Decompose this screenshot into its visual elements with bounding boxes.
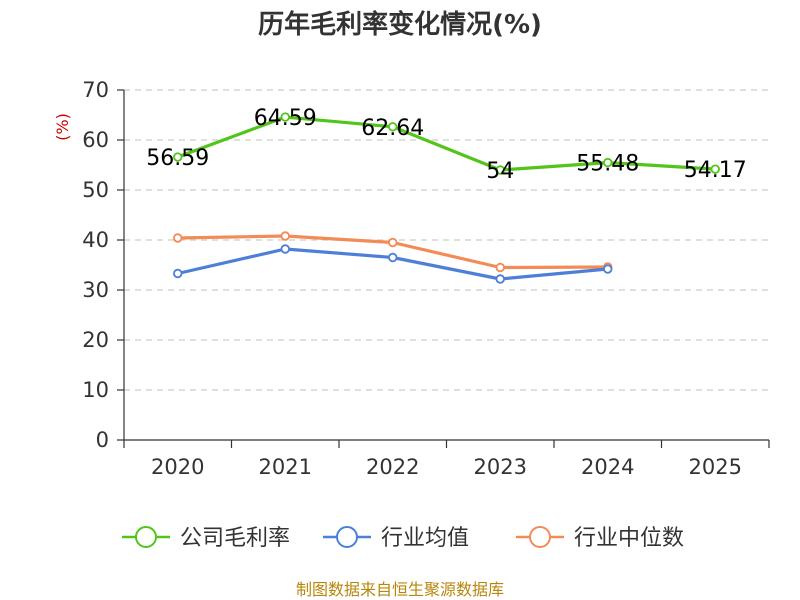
data-point-2 bbox=[173, 233, 183, 243]
x-tick-label: 2024 bbox=[581, 455, 634, 479]
data-point-1 bbox=[388, 252, 398, 263]
data-labels: 56.59 64.59 62.64 54 55.48 54.17 bbox=[146, 106, 746, 184]
legend-item-2: 行业中位数 bbox=[516, 526, 684, 551]
legend-marker-icon bbox=[336, 526, 358, 548]
x-tick-label: 2023 bbox=[474, 455, 527, 479]
series-1 bbox=[173, 244, 613, 284]
y-tick-label: 60 bbox=[82, 128, 109, 152]
legend-label: 行业中位数 bbox=[574, 526, 684, 551]
legend-marker-icon bbox=[135, 526, 157, 548]
data-label: 64.59 bbox=[254, 106, 317, 131]
x-tick-label: 2020 bbox=[151, 455, 204, 479]
legend-item-1: 行业均值 bbox=[323, 526, 469, 551]
data-point-0 bbox=[388, 122, 398, 132]
data-label: 56.59 bbox=[146, 146, 209, 171]
data-label: 54.17 bbox=[684, 158, 747, 183]
data-label: 55.48 bbox=[576, 152, 639, 177]
y-tick-label: 30 bbox=[82, 278, 109, 302]
series-0 bbox=[173, 112, 720, 175]
y-tick-label: 20 bbox=[82, 328, 109, 352]
data-point-0 bbox=[495, 165, 505, 175]
chart-title: 历年毛利率变化情况(%) bbox=[258, 9, 542, 40]
data-point-2 bbox=[388, 237, 398, 248]
legend-item-0: 公司毛利率 bbox=[122, 526, 290, 551]
data-point-0 bbox=[710, 164, 720, 174]
series-line-0 bbox=[177, 115, 716, 172]
y-tick-label: 50 bbox=[82, 178, 109, 202]
legend-label: 行业均值 bbox=[381, 526, 469, 551]
gridlines bbox=[124, 89, 769, 391]
data-point-0 bbox=[173, 152, 183, 162]
axes: 0 10 20 30 40 50 60 70 2020 2021 2022 2023 2024 2025 bbox=[82, 78, 770, 479]
series-layer bbox=[173, 112, 720, 284]
data-point-2 bbox=[280, 231, 290, 241]
series-2 bbox=[173, 231, 613, 273]
y-tick-label: 40 bbox=[82, 228, 109, 252]
data-label: 62.64 bbox=[361, 116, 424, 141]
data-point-2 bbox=[495, 262, 505, 273]
legend-label: 公司毛利率 bbox=[180, 526, 290, 551]
legend-marker-icon bbox=[529, 526, 551, 548]
data-label: 54 bbox=[486, 159, 514, 184]
y-tick-label: 10 bbox=[82, 378, 109, 402]
data-point-1 bbox=[280, 244, 290, 254]
source-note: 制图数据来自恒生聚源数据库 bbox=[296, 580, 504, 599]
data-point-0 bbox=[280, 112, 290, 122]
y-tick-label: 0 bbox=[96, 428, 109, 452]
x-tick-label: 2022 bbox=[366, 455, 419, 479]
y-axis-label: (%) bbox=[53, 113, 72, 141]
y-tick-label: 70 bbox=[82, 78, 109, 102]
data-point-0 bbox=[603, 157, 613, 168]
legend: 公司毛利率 行业均值 行业中位数 bbox=[122, 526, 684, 551]
x-tick-label: 2021 bbox=[259, 455, 312, 479]
x-tick-label: 2025 bbox=[689, 455, 742, 479]
data-point-1 bbox=[173, 268, 183, 279]
data-point-1 bbox=[603, 264, 613, 274]
data-point-1 bbox=[495, 274, 505, 284]
